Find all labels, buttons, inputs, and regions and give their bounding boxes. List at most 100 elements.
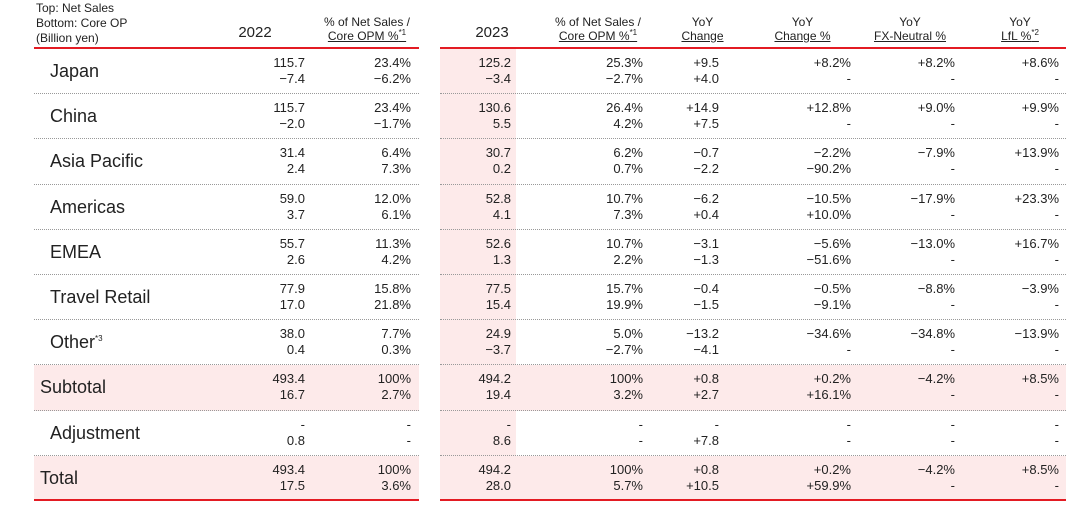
core-op-value: 17.5 — [279, 477, 305, 493]
core-op-value: - — [846, 342, 851, 358]
net-sales-value: −4.2% — [917, 371, 955, 387]
cell-lfl: +23.3% - — [979, 191, 1059, 223]
core-op-value: 2.2% — [613, 251, 643, 267]
cell-p2023: 100% 5.7% — [553, 462, 643, 494]
core-op-value: 3.6% — [381, 477, 411, 493]
net-sales-value: 494.2 — [478, 371, 511, 387]
core-op-value: +7.8 — [693, 432, 719, 448]
col-header-yoy-line2: Change — [681, 29, 724, 43]
core-op-value: 7.3% — [381, 161, 411, 177]
core-op-value: - — [846, 116, 851, 132]
col-header-lfl: YoY LfL %*2 — [990, 0, 1050, 46]
row-divider — [440, 183, 1066, 185]
cell-v2023: -8.6 — [441, 417, 511, 449]
net-sales-value: +13.9% — [1014, 145, 1059, 161]
net-sales-value: +0.8 — [693, 371, 719, 387]
core-op-value: −9.1% — [813, 297, 851, 312]
net-sales-value: 6.2% — [613, 145, 643, 161]
net-sales-value: - — [638, 416, 643, 432]
table-row — [440, 230, 1066, 275]
core-op-value: - — [1054, 297, 1059, 312]
footnote-mark: *2 — [1031, 28, 1039, 37]
core-op-value: 19.9% — [606, 297, 643, 312]
core-op-value: 3.2% — [613, 387, 643, 403]
net-sales-value: 5.0% — [613, 326, 643, 342]
row-label: China — [50, 94, 97, 139]
net-sales-value: 52.6 — [485, 235, 511, 251]
cell-v2023: 24.9 −3.7 — [441, 326, 511, 358]
col-header-2022-label: 2022 — [238, 24, 272, 41]
cell-p2022: 23.4% −6.2% — [321, 55, 411, 87]
cell-p2023: 6.2% 0.7% — [553, 145, 643, 177]
table-row: Japan — [34, 49, 419, 95]
net-sales-value: −3.1 — [693, 235, 719, 251]
net-sales-value: +8.6% — [1021, 55, 1059, 70]
net-sales-value: 77.5 — [485, 281, 511, 296]
core-op-value: 5.5 — [492, 116, 511, 132]
cell-fx: +8.2% - — [865, 55, 955, 87]
cell-yoy: - +7.8 — [649, 417, 719, 449]
net-sales-value: −3.9% — [1021, 281, 1059, 296]
cell-p2023: 25.3% −2.7% — [553, 55, 643, 87]
core-op-value: +2.7 — [693, 387, 719, 403]
core-op-value: 4.2% — [381, 251, 411, 267]
core-op-value: −2.0 — [279, 116, 305, 132]
net-sales-value: −5.6% — [813, 235, 851, 251]
cell-p2022: 100% 3.6% — [321, 462, 411, 494]
net-sales-value: +0.2% — [813, 461, 851, 477]
core-op-value: - — [1054, 161, 1059, 177]
row-label-text: Americas — [50, 196, 126, 217]
net-sales-value: −4.2% — [917, 461, 955, 477]
row-label: EMEA — [50, 230, 101, 275]
table-row: Total — [34, 455, 419, 501]
net-sales-value: - — [846, 416, 851, 432]
header-rule-left — [34, 47, 419, 49]
cell-lfl: −13.9% - — [979, 326, 1059, 358]
unit-note-line: Bottom: Core OP — [36, 16, 128, 30]
net-sales-value: - — [714, 416, 719, 432]
net-sales-value: +9.0% — [917, 100, 955, 116]
core-op-value: −1.3 — [693, 251, 719, 267]
cell-p2022: 11.3% 4.2% — [321, 236, 411, 268]
net-sales-value: 52.8 — [485, 190, 511, 206]
net-sales-value: 10.7% — [606, 235, 643, 251]
table-row — [440, 94, 1066, 140]
net-sales-value: 15.8% — [374, 281, 411, 296]
net-sales-value: 77.9 — [279, 281, 305, 296]
net-sales-value: −0.4 — [693, 281, 719, 296]
col-header-fx-line1: YoY — [899, 15, 921, 29]
cell-lfl: -- — [979, 417, 1059, 449]
net-sales-value: - — [1054, 416, 1059, 432]
cell-yoy: −0.4 −1.5 — [649, 281, 719, 313]
unit-note: Top: Net Sales Bottom: Core OP (Billion … — [36, 1, 127, 46]
table-row: Adjustment — [34, 411, 419, 456]
core-op-value: −3.4 — [485, 71, 511, 86]
core-op-value: 28.0 — [485, 477, 511, 493]
core-op-value: −7.4 — [279, 71, 305, 86]
core-op-value: −90.2% — [806, 161, 851, 177]
table-row — [440, 365, 1066, 411]
cell-fx: −4.2% - — [865, 462, 955, 494]
row-label-text: Adjustment — [50, 422, 141, 443]
cell-yoy: +0.8 +2.7 — [649, 371, 719, 403]
net-sales-value: 100% — [609, 371, 643, 387]
net-sales-value: +9.9% — [1021, 100, 1059, 116]
net-sales-value: +23.3% — [1014, 190, 1059, 206]
core-op-value: 4.2% — [613, 116, 643, 132]
net-sales-value: −2.2% — [813, 145, 851, 161]
cell-p2022: 100% 2.7% — [321, 371, 411, 403]
net-sales-value: −13.0% — [910, 235, 955, 251]
table-row: Americas — [34, 185, 419, 230]
net-sales-value: 493.4 — [272, 371, 305, 387]
cell-yoyp: +8.2% - — [761, 55, 851, 87]
col-header-yoy-line1: YoY — [691, 15, 714, 29]
cell-fx: +9.0% - — [865, 100, 955, 132]
cell-yoy: −0.7 −2.2 — [649, 145, 719, 177]
net-sales-value: 6.4% — [381, 145, 411, 161]
col-header-pct-2023-line1: % of Net Sales / — [554, 15, 642, 29]
net-sales-value: 7.7% — [381, 326, 411, 342]
core-op-value: −2.7% — [605, 342, 643, 358]
net-sales-value: 31.4 — [279, 145, 305, 161]
core-op-value: 15.4 — [485, 297, 511, 312]
core-op-value: +10.0% — [806, 206, 851, 222]
